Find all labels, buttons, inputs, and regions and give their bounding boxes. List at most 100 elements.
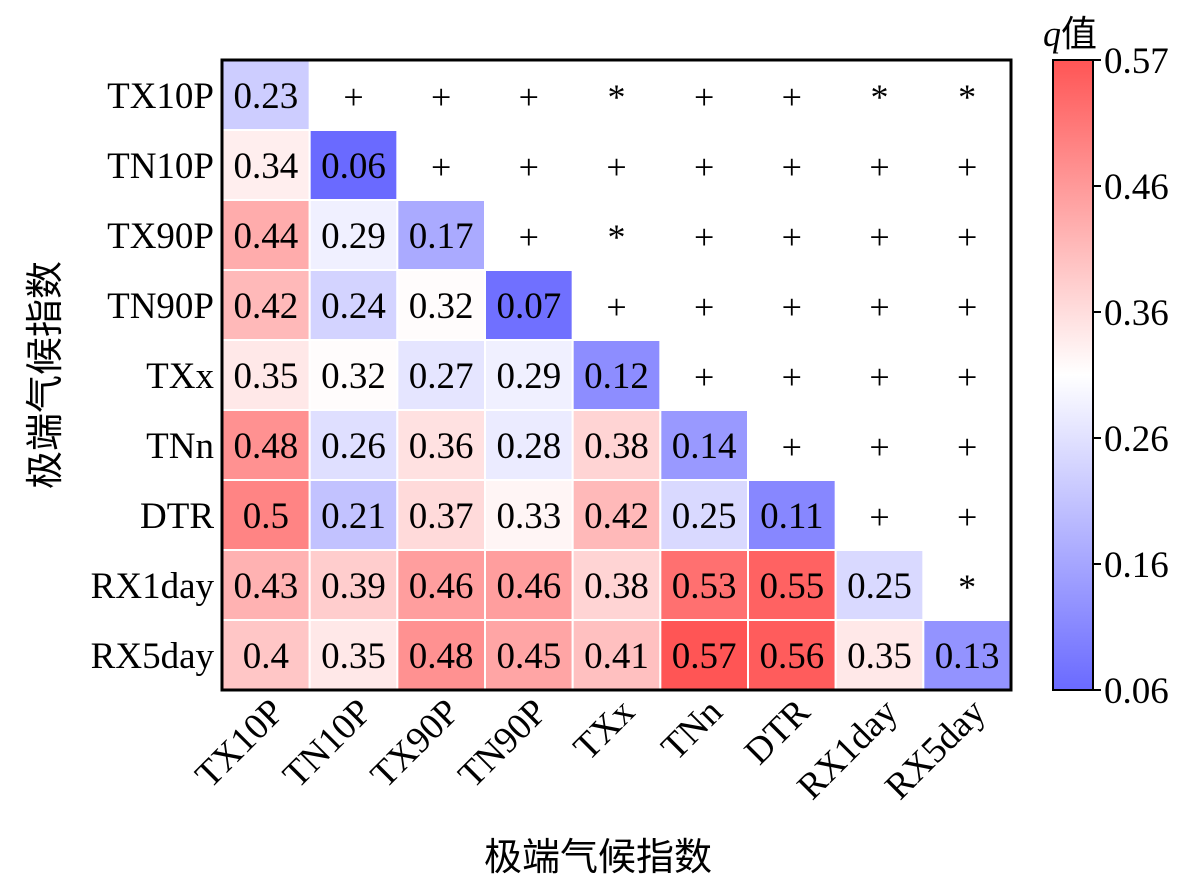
heatmap-cell <box>221 549 311 621</box>
cell-value-label: 0.42 <box>584 496 649 537</box>
heatmap-cell <box>308 479 399 551</box>
cell-value-label: 0.28 <box>496 426 561 467</box>
cell-value-label: 0.29 <box>321 216 386 257</box>
significance-marker: * <box>958 567 976 607</box>
y-tick-label: TN90P <box>107 286 214 327</box>
heatmap-cell <box>308 269 399 341</box>
heatmap-cell <box>221 479 311 551</box>
cell-value-label: 0.23 <box>233 76 298 117</box>
colorbar-tick-label: 0.26 <box>1104 419 1169 460</box>
cell-value-label: 0.43 <box>233 566 298 607</box>
y-tick-label: RX5day <box>91 636 215 677</box>
cell-value-label: 0.57 <box>672 636 737 677</box>
significance-marker: + <box>782 427 802 467</box>
heatmap-cell <box>308 409 399 481</box>
significance-marker: + <box>606 147 626 187</box>
cell-value-label: 0.53 <box>672 566 737 607</box>
cell-value-label: 0.35 <box>233 356 298 397</box>
significance-marker: + <box>694 217 714 257</box>
heatmap-cell <box>659 479 749 551</box>
x-tick-label: TN10P <box>275 691 380 796</box>
significance-marker: + <box>782 287 802 327</box>
heatmap-cells: 0.23 0.34 0.06 0.44 0.29 0.17 0.42 0.24 0.32 0.07… <box>221 59 1012 691</box>
significance-marker: * <box>608 77 626 117</box>
heatmap-cell <box>922 619 1012 691</box>
significance-marker: + <box>957 217 977 257</box>
significance-marker: + <box>957 287 977 327</box>
cell-value-label: 0.21 <box>321 496 386 537</box>
significance-marker: + <box>869 287 889 327</box>
significance-marker: + <box>957 427 977 467</box>
significance-marker: + <box>957 147 977 187</box>
significance-marker: + <box>782 147 802 187</box>
cell-value-label: 0.14 <box>672 426 737 467</box>
y-tick-label: DTR <box>140 496 214 537</box>
heatmap-cell <box>396 409 487 481</box>
heatmap-cell <box>659 409 749 481</box>
cell-value-label: 0.17 <box>409 216 474 257</box>
significance-marker: + <box>957 497 977 537</box>
significance-marker: + <box>431 147 451 187</box>
x-tick-label: TNn <box>654 691 731 768</box>
significance-marker: + <box>782 217 802 257</box>
cell-value-label: 0.06 <box>321 146 386 187</box>
significance-marker: + <box>519 147 539 187</box>
heatmap-cell <box>747 479 837 551</box>
x-tick-label: TXx <box>566 691 643 768</box>
heatmap-cell <box>834 549 925 621</box>
heatmap-cell <box>484 269 574 341</box>
significance-marker: + <box>694 357 714 397</box>
cell-value-label: 0.45 <box>496 636 561 677</box>
cell-value-label: 0.29 <box>496 356 561 397</box>
cell-value-label: 0.37 <box>409 496 474 537</box>
cell-value-label: 0.55 <box>759 566 824 607</box>
colorbar-tick-label: 0.36 <box>1104 293 1169 334</box>
cell-value-label: 0.46 <box>496 566 561 607</box>
cell-value-label: 0.11 <box>760 496 823 537</box>
x-axis-label: 极端气候指数 <box>484 837 712 879</box>
heatmap-cell <box>571 409 662 481</box>
significance-marker: + <box>869 357 889 397</box>
y-axis-label: 极端气候指数 <box>25 261 67 489</box>
significance-marker: + <box>869 427 889 467</box>
colorbar-tick-label: 0.06 <box>1104 671 1169 712</box>
cell-value-label: 0.38 <box>584 426 649 467</box>
significance-marker: + <box>869 497 889 537</box>
colorbar-title-symbol: q <box>1043 14 1061 54</box>
heatmap-cell <box>221 619 311 691</box>
cell-value-label: 0.35 <box>847 636 912 677</box>
heatmap-cell <box>396 549 487 621</box>
colorbar-tick-label: 0.46 <box>1104 167 1169 208</box>
heatmap-cell <box>308 339 399 411</box>
significance-marker: + <box>869 147 889 187</box>
y-tick-labels: TX10P TN10P TX90P TN90P TXx TNn DTR RX1day RX5da… <box>91 76 215 677</box>
cell-value-label: 0.25 <box>672 496 737 537</box>
y-tick-label: TX10P <box>107 76 214 117</box>
x-tick-label: RX5day <box>877 691 994 808</box>
significance-marker: + <box>869 217 889 257</box>
significance-marker: + <box>431 77 451 117</box>
colorbar <box>1052 59 1094 691</box>
significance-marker: + <box>343 77 363 117</box>
heatmap-cell <box>484 409 574 481</box>
cell-value-label: 0.13 <box>935 636 1000 677</box>
heatmap-cell <box>221 129 311 201</box>
y-tick-label: RX1day <box>91 566 215 607</box>
significance-marker: + <box>782 77 802 117</box>
significance-marker: * <box>608 217 626 257</box>
cell-value-label: 0.44 <box>233 216 298 257</box>
x-tick-label: TX90P <box>363 691 468 796</box>
y-tick-label: TN10P <box>107 146 214 187</box>
significance-marker: + <box>519 77 539 117</box>
x-tick-label: DTR <box>737 691 819 773</box>
cell-value-label: 0.48 <box>409 636 474 677</box>
significance-marker: * <box>958 77 976 117</box>
significance-marker: + <box>519 217 539 257</box>
colorbar-ticks: 0.57 0.46 0.36 0.26 0.16 0.06 <box>1093 41 1169 712</box>
cell-value-label: 0.12 <box>584 356 649 397</box>
cell-value-label: 0.25 <box>847 566 912 607</box>
cell-value-label: 0.27 <box>409 356 474 397</box>
heatmap-cell <box>484 619 574 691</box>
cell-value-label: 0.07 <box>496 286 561 327</box>
